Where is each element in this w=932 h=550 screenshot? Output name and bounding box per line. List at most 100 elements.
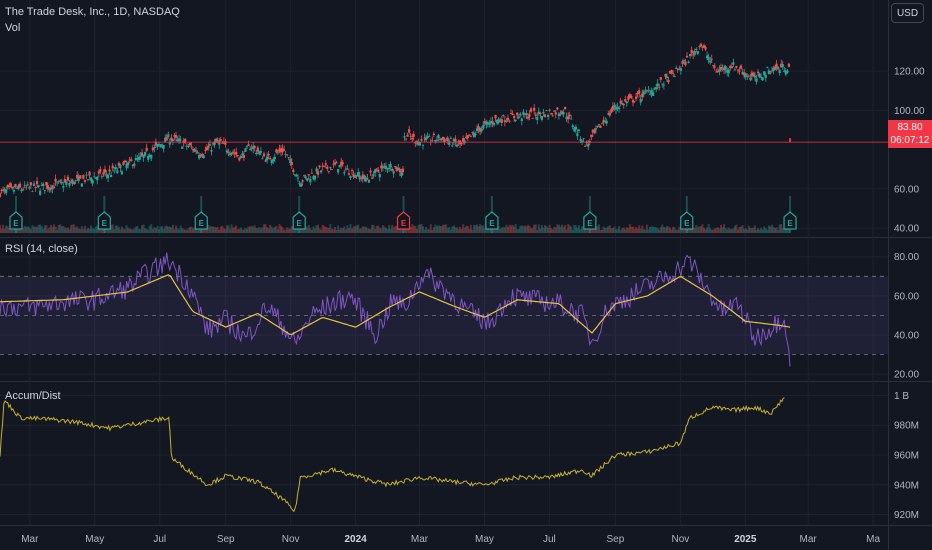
candle-body <box>48 187 51 191</box>
candle-body <box>466 135 469 138</box>
volume-bar <box>573 224 576 233</box>
volume-bar <box>703 227 706 233</box>
volume-bar <box>208 226 211 233</box>
volume-bar <box>656 227 659 233</box>
candle-body <box>14 183 17 188</box>
volume-bar <box>219 226 222 233</box>
volume-bar <box>721 227 724 233</box>
candle-body <box>400 172 403 177</box>
volume-bar <box>68 229 71 233</box>
candle-body <box>735 65 738 68</box>
candle-body <box>780 63 783 68</box>
candle-body <box>225 150 229 153</box>
volume-bar <box>758 229 761 233</box>
volume-bar <box>233 226 236 233</box>
volume-bar <box>29 229 32 233</box>
candle-body <box>743 72 746 76</box>
candle-body <box>281 148 284 153</box>
volume-bar <box>599 229 602 233</box>
candle-body <box>151 147 154 151</box>
volume-bar <box>275 225 278 233</box>
candle-body <box>215 138 218 143</box>
earnings-marker <box>680 211 694 230</box>
volume-bar <box>610 228 613 233</box>
candle-body <box>624 99 627 102</box>
candle-body <box>729 65 732 68</box>
volume-bar <box>83 225 86 233</box>
candle-body <box>105 174 108 176</box>
volume-bar <box>151 228 154 233</box>
volume-bar <box>5 225 8 233</box>
candle-body <box>125 164 128 169</box>
volume-bar <box>787 228 790 233</box>
candle-body <box>449 137 452 139</box>
volume-bar <box>533 224 536 233</box>
volume-bar <box>242 229 245 233</box>
volume-bar <box>547 227 550 233</box>
volume-bar <box>137 229 140 233</box>
candle-body <box>642 91 645 95</box>
volume-bar <box>244 227 247 233</box>
volume-bar <box>686 227 689 233</box>
earnings-marker <box>97 211 111 230</box>
candle-body <box>157 144 161 146</box>
candle-body <box>639 98 642 103</box>
volume-bar <box>204 228 207 233</box>
candle-body <box>523 113 527 115</box>
volume-bar <box>111 224 114 233</box>
volume-bar <box>618 226 621 233</box>
volume-bar <box>650 226 653 233</box>
candle-body <box>299 183 303 187</box>
candle-body <box>323 165 326 167</box>
candle-body <box>207 146 210 149</box>
candle-body <box>645 90 648 92</box>
candle-body <box>211 143 215 145</box>
volume-bar <box>517 229 520 233</box>
candle-body <box>505 120 508 122</box>
candle-body <box>699 43 703 47</box>
candle-body <box>676 68 679 70</box>
volume-bar <box>594 228 597 233</box>
bar-countdown: 06:07:12 <box>890 135 930 146</box>
symbol-title: The Trade Desk, Inc., 1D, NASDAQ <box>5 6 180 18</box>
volume-bar <box>324 226 327 233</box>
volume-bar <box>256 228 259 233</box>
volume-bar <box>513 226 516 233</box>
volume-bar <box>604 227 607 233</box>
volume-bar <box>510 225 513 233</box>
volume-bar <box>187 228 190 233</box>
candle-body <box>216 140 219 141</box>
candle-body <box>389 164 392 168</box>
volume-bar <box>321 224 324 233</box>
volume-bar <box>239 227 242 233</box>
x-tick-label: May <box>475 534 494 545</box>
volume-bar <box>290 226 293 233</box>
candle-body <box>85 174 88 176</box>
volume-bar <box>403 227 406 233</box>
volume-bar <box>380 228 383 233</box>
candle-body <box>381 166 384 169</box>
volume-bar <box>171 224 174 233</box>
volume-bar <box>340 227 343 233</box>
volume-bar <box>602 226 605 233</box>
candle-body <box>550 113 553 115</box>
volume-bar <box>709 228 712 233</box>
volume-bar <box>479 224 482 233</box>
last-price-tag: 83.80 06:07:12 <box>888 120 932 148</box>
volume-bar <box>445 224 448 233</box>
candle-body <box>106 174 110 179</box>
candle-body <box>398 169 401 172</box>
volume-bar <box>736 229 739 233</box>
volume-bar <box>210 226 213 233</box>
candle-body <box>232 151 235 153</box>
candle-body <box>781 64 784 68</box>
volume-bar <box>786 227 789 233</box>
candle-body <box>622 103 625 106</box>
volume-bar <box>689 228 692 233</box>
volume-bar <box>486 227 489 233</box>
candle-body <box>562 111 565 115</box>
currency-button[interactable]: USD <box>891 3 924 23</box>
earnings-marker-label: E <box>489 219 495 228</box>
candle-body <box>76 175 79 179</box>
